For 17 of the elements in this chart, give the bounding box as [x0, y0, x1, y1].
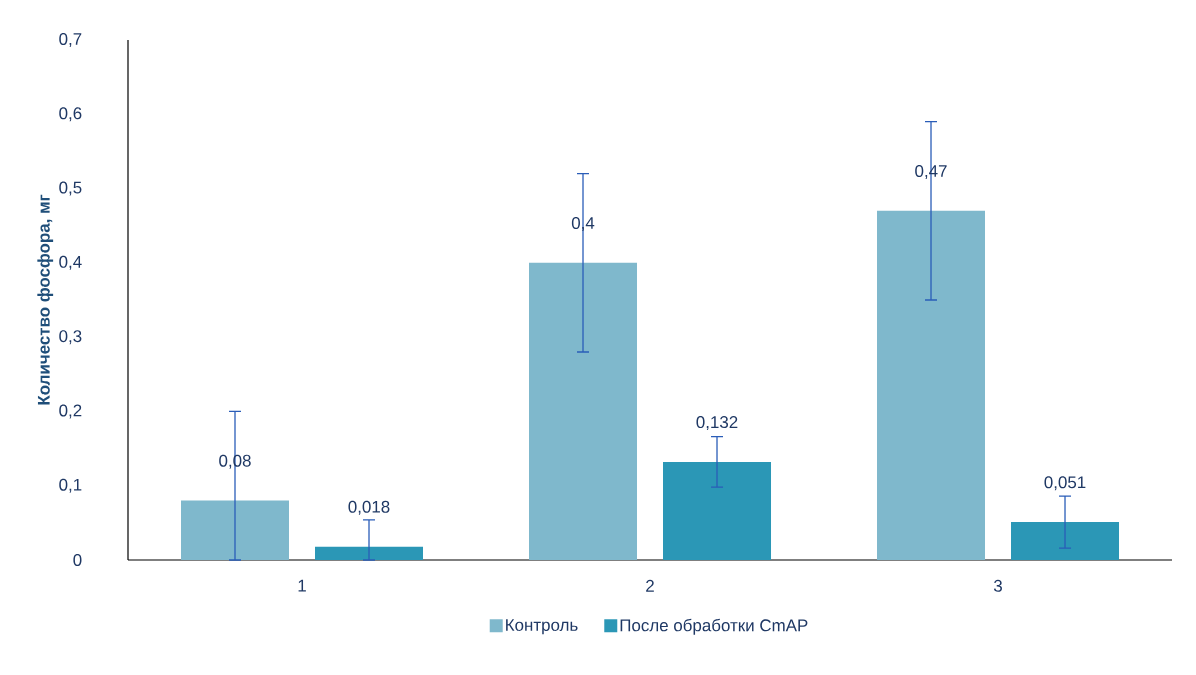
legend-label: После обработки CmAP — [620, 618, 808, 635]
legend-label: Контроль — [506, 619, 578, 635]
x-tick-label: 1 — [298, 579, 306, 592]
y-tick-label: 0,5 — [59, 181, 82, 196]
y-tick-label: 0,1 — [59, 478, 82, 493]
y-tick-label: 0,3 — [59, 330, 82, 345]
y-tick-label: 0,2 — [59, 404, 82, 419]
data-label: 0,018 — [348, 500, 390, 515]
x-tick-label: 2 — [646, 579, 654, 592]
y-tick-label: 0,7 — [59, 33, 82, 47]
x-tick-label: 3 — [993, 579, 1002, 592]
y-tick-label: 0,4 — [59, 255, 82, 270]
y-tick-label: 0,6 — [59, 107, 82, 122]
y-tick-label: 0 — [73, 554, 82, 566]
data-label: 0,051 — [1044, 476, 1086, 491]
y-axis-title: Количество фосфора, мг — [37, 194, 54, 405]
data-label: 0,132 — [696, 416, 738, 431]
